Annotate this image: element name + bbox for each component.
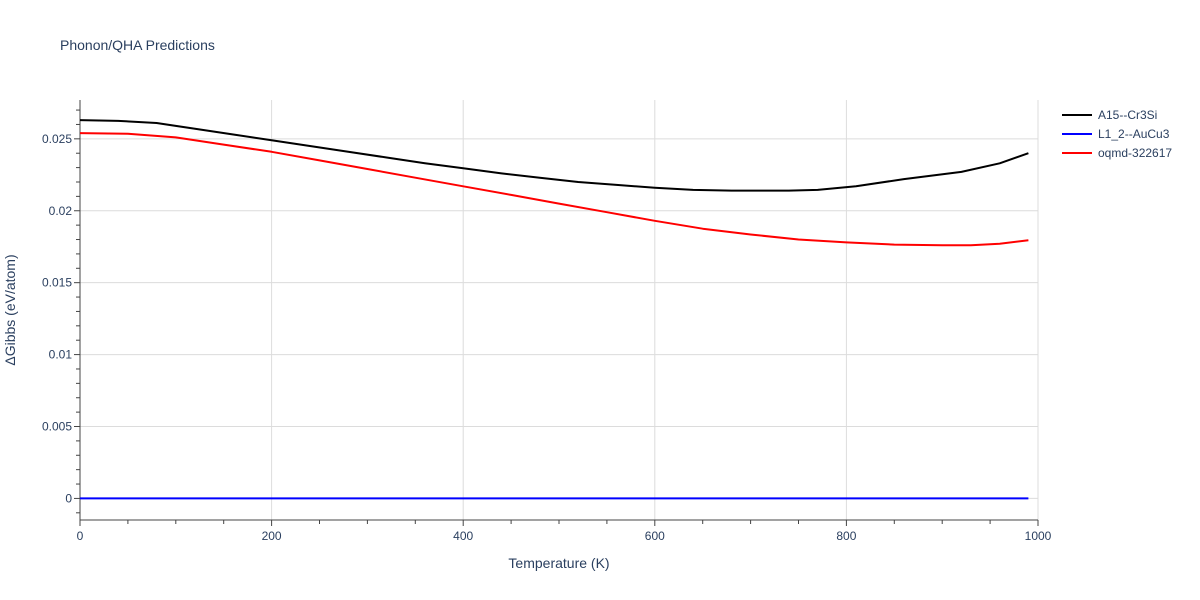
x-tick-label: 200: [262, 529, 282, 543]
chart-title: Phonon/QHA Predictions: [60, 37, 215, 53]
x-tick-label: 400: [453, 529, 473, 543]
x-tick-label: 0: [77, 529, 84, 543]
x-tick-label: 1000: [1025, 529, 1052, 543]
y-tick-label: 0.005: [42, 420, 72, 434]
series-line-3: [79, 132, 1029, 247]
y-tick-label: 0.01: [49, 348, 73, 362]
y-axis-title: ΔGibbs (eV/atom): [2, 254, 18, 365]
axes: 0 200 400 600 800 1000 0 0.005 0.01 0.015 0.02 0.02…: [42, 100, 1052, 543]
legend: A15--Cr3Si L1_2--AuCu3 oqmd-322617: [1062, 108, 1172, 160]
x-tick-label: 800: [836, 529, 856, 543]
legend-label: A15--Cr3Si: [1098, 108, 1157, 122]
y-tick-label: 0.02: [49, 204, 73, 218]
series-group: [79, 119, 1029, 500]
x-axis-title: Temperature (K): [508, 555, 609, 571]
legend-label: L1_2--AuCu3: [1098, 127, 1170, 141]
x-tick-label: 600: [645, 529, 665, 543]
y-tick-label: 0.025: [42, 132, 72, 146]
series-line-1: [79, 119, 1029, 192]
grid: [80, 100, 1039, 520]
y-tick-label: 0: [65, 491, 72, 505]
legend-label: oqmd-322617: [1098, 146, 1172, 160]
y-tick-label: 0.015: [42, 276, 72, 290]
